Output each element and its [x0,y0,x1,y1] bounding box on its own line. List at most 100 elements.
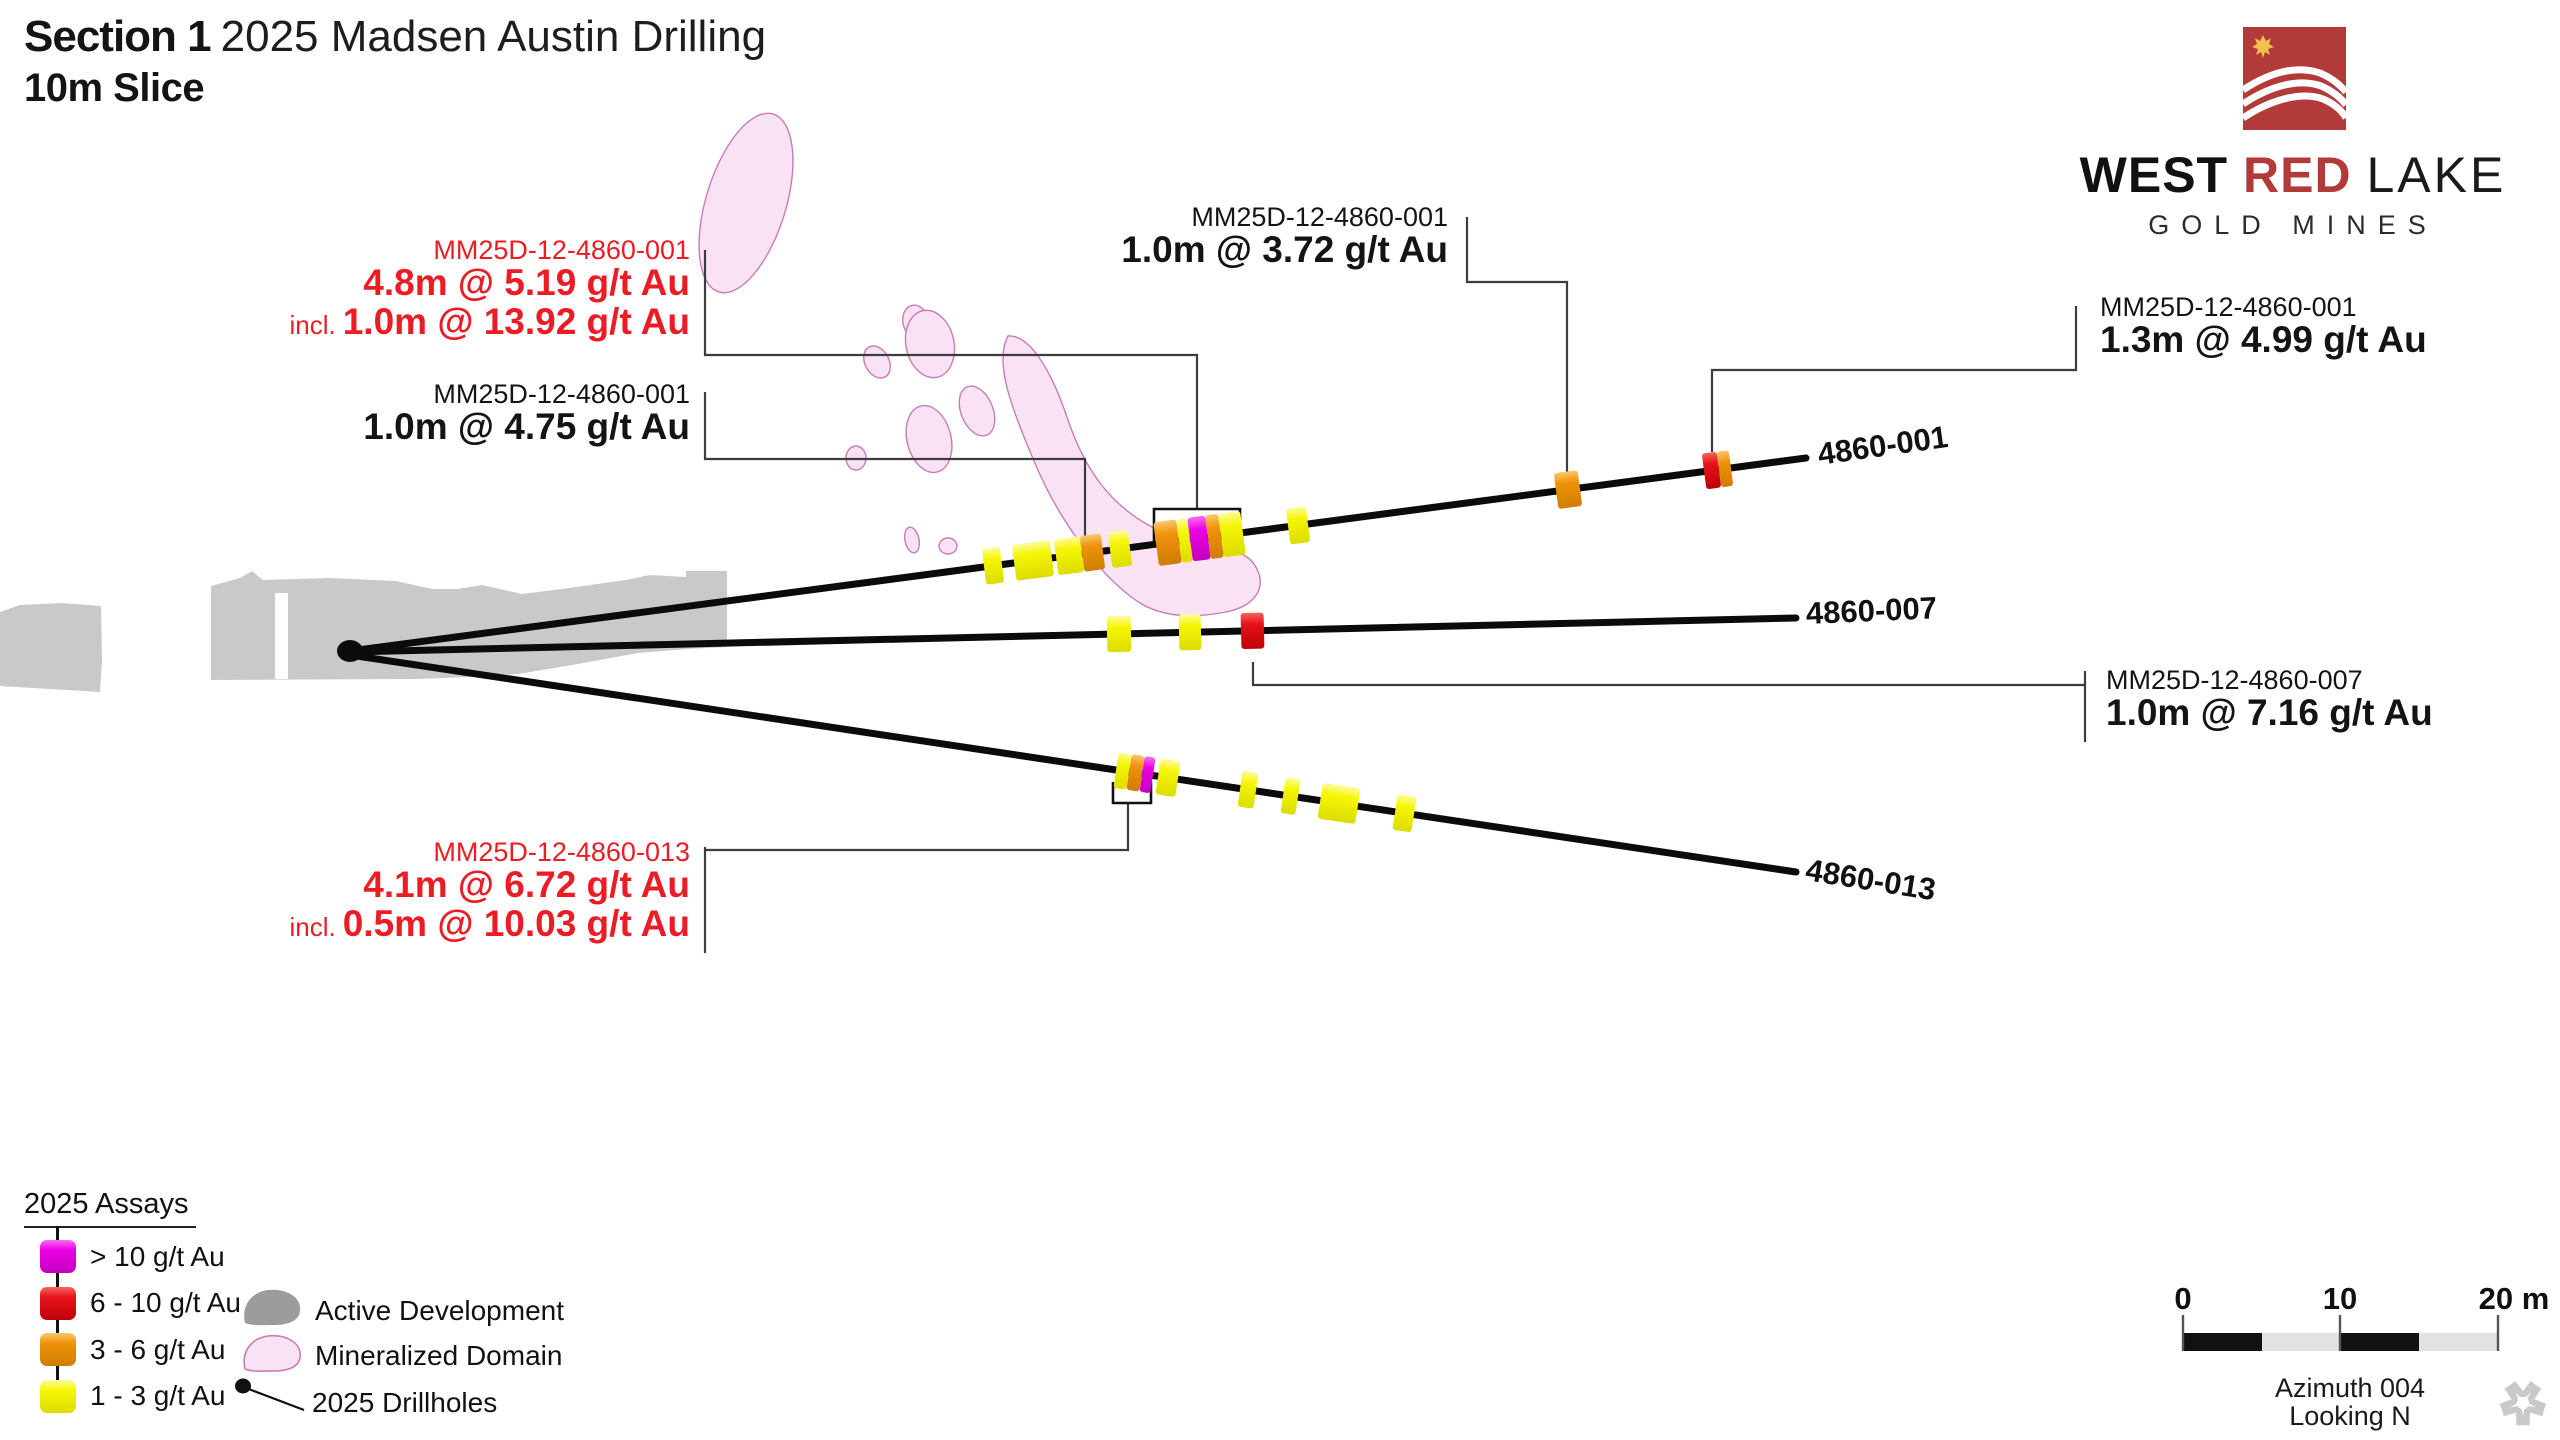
title-rest: 2025 Madsen Austin Drilling [220,12,767,61]
maple-leaf-icon [2252,35,2274,58]
legend-assay-row-g1_3: 1 - 3 g/t Au [40,1379,226,1413]
annotation-hole-id: MM25D-12-4860-007 [2106,665,2363,695]
legend-label-mineralized-domain: Mineralized Domain [315,1340,563,1371]
assay-interval-g3_6 [1080,533,1105,572]
assay-interval-g1_3 [1176,518,1193,563]
assay-interval-rect [1205,514,1224,559]
assay-interval-rect [1108,530,1132,568]
assay-interval-g1_3 [1280,777,1301,815]
annotation-hole-id: MM25D-12-4860-001 [433,379,690,409]
mineralized-domain-blob [938,537,958,555]
annotation-intercept: 1.3m @ 4.99 g/t Au [2100,319,2427,361]
assay-interval-g1_3 [1108,530,1132,568]
active-development-shape [211,571,727,680]
incl-value: 1.0m @ 13.92 g/t Au [342,300,690,342]
assay-annotation-4860-001-main: MM25D-12-4860-001 4.8m @ 5.19 g/t Au incl.… [289,236,690,341]
title-section: Section 1 [24,12,212,61]
collar-point [337,640,363,662]
scalebar-label-0: 0 [2174,1281,2192,1316]
assay-interval-g3_6 [1153,519,1182,566]
incl-prefix: incl. [289,309,336,340]
assay-interval-g1_3 [1317,783,1361,824]
mineralized-domain-blob [903,526,921,554]
assay-interval-rect [1702,452,1721,489]
assay-interval-g1_3 [1392,794,1417,833]
active-development-shape [0,603,102,692]
pinwheel-blade [2509,1381,2537,1397]
legend-assay-label: 1 - 3 g/t Au [90,1380,226,1411]
scale-bar [2181,1315,2500,1351]
assay-interval-rect [1240,612,1265,649]
logo-lake: LAKE [2366,147,2507,203]
annotation-hole-id: MM25D-12-4860-001 [433,235,690,265]
annotation-intercept: 1.0m @ 3.72 g/t Au [1121,229,1448,271]
assay-interval-g6_10 [1240,612,1265,649]
drill-trace-4860-013 [346,651,1800,876]
mineralized-domain-blob [958,385,996,437]
azimuth-note: Azimuth 004 [2274,1373,2426,1403]
pinwheel-blade [2499,1384,2519,1412]
assay-interval-rect [1080,533,1105,572]
assay-annotation-4860-001-372: MM25D-12-4860-001 1.0m @ 3.72 g/t Au [1121,203,1448,270]
assay-interval-gt10 [1139,756,1156,793]
page-title: Section 1 2025 Madsen Austin Drilling [24,12,766,62]
title-slice: 10m Slice [24,66,205,110]
assay-interval-rect [1286,506,1310,545]
annotation-intercept: 1.0m @ 7.16 g/t Au [2106,692,2433,734]
legend-swatch-g6_10 [40,1286,76,1320]
assay-interval-rect [1392,794,1417,833]
logo-subtitle: GOLD MINES [2148,210,2438,240]
legend-assay-label: 6 - 10 g/t Au [90,1287,241,1318]
assay-interval-g1_3 [1054,536,1084,575]
legend-active-development-swatch [244,1289,301,1326]
assay-interval-rect [1176,518,1193,563]
assay-interval-rect [1113,752,1132,790]
scale-bar-segment [2262,1333,2340,1351]
assay-interval-g1_3 [1237,771,1259,809]
leader-line-4860-013-main [703,804,1130,953]
development-slot [275,593,288,679]
legend-swatch-g1_3 [40,1379,76,1413]
assay-annotation-4860-001-499: MM25D-12-4860-001 1.3m @ 4.99 g/t Au [2100,293,2427,360]
assay-interval-rect [1187,515,1211,562]
pinwheel-blade [2527,1384,2547,1412]
incl-value: 0.5m @ 10.03 g/t Au [342,902,690,944]
assay-annotation-4860-007-716: MM25D-12-4860-007 1.0m @ 7.16 g/t Au [2106,666,2433,733]
leader-line-4860-001-499 [1710,306,2078,452]
logo-wordmark: WEST RED LAKE [2052,146,2534,204]
mineralized-domain-blob [904,309,956,379]
pinwheel-blade [2501,1406,2525,1426]
annotation-included-intercept: incl. 0.5m @ 10.03 g/t Au [289,902,690,944]
annotation-intercept: 1.0m @ 4.75 g/t Au [363,406,690,448]
assay-interval-g1_3 [1218,511,1246,557]
assay-interval-rect [1237,771,1259,809]
legend-title: 2025 Assays [24,1188,197,1228]
drill-trace-4860-007 [346,614,1800,656]
legend-drillhole-symbol [235,1378,305,1412]
legend-label-drillholes: 2025 Drillholes [312,1387,498,1418]
assay-interval-g1_3 [1012,540,1054,581]
annotation-included-intercept: incl. 1.0m @ 13.92 g/t Au [289,300,690,342]
logo-west: WEST [2079,147,2229,203]
leader-line-4860-001-372 [1465,217,1569,480]
mineralized-domain-blob [905,404,953,474]
assay-annotation-4860-013-main: MM25D-12-4860-013 4.1m @ 6.72 g/t Au incl.… [289,838,690,943]
assay-interval-g1_3 [1106,615,1132,653]
assay-interval-rect [1126,754,1145,792]
mineralized-domain-blob [863,345,891,379]
legend-swatch-g3_6 [40,1333,76,1366]
assay-interval-g1_3 [982,547,1004,585]
scale-bar-segment [2340,1333,2419,1351]
annotation-hole-id: MM25D-12-4860-001 [2100,292,2357,322]
assay-interval-g1_3 [1286,506,1310,545]
assay-interval-gt10 [1187,515,1211,562]
scalebar-label-10: 10 [2322,1281,2358,1316]
scale-bar-segment [2183,1333,2262,1351]
hole-label-4860-007: 4860-007 [1805,590,1938,631]
company-logo-icon [2243,27,2346,130]
mineralized-domain-blob [698,112,794,294]
incl-prefix: incl. [289,911,336,942]
assay-interval-rect [1717,450,1733,488]
assay-interval-g3_6 [1717,450,1733,488]
